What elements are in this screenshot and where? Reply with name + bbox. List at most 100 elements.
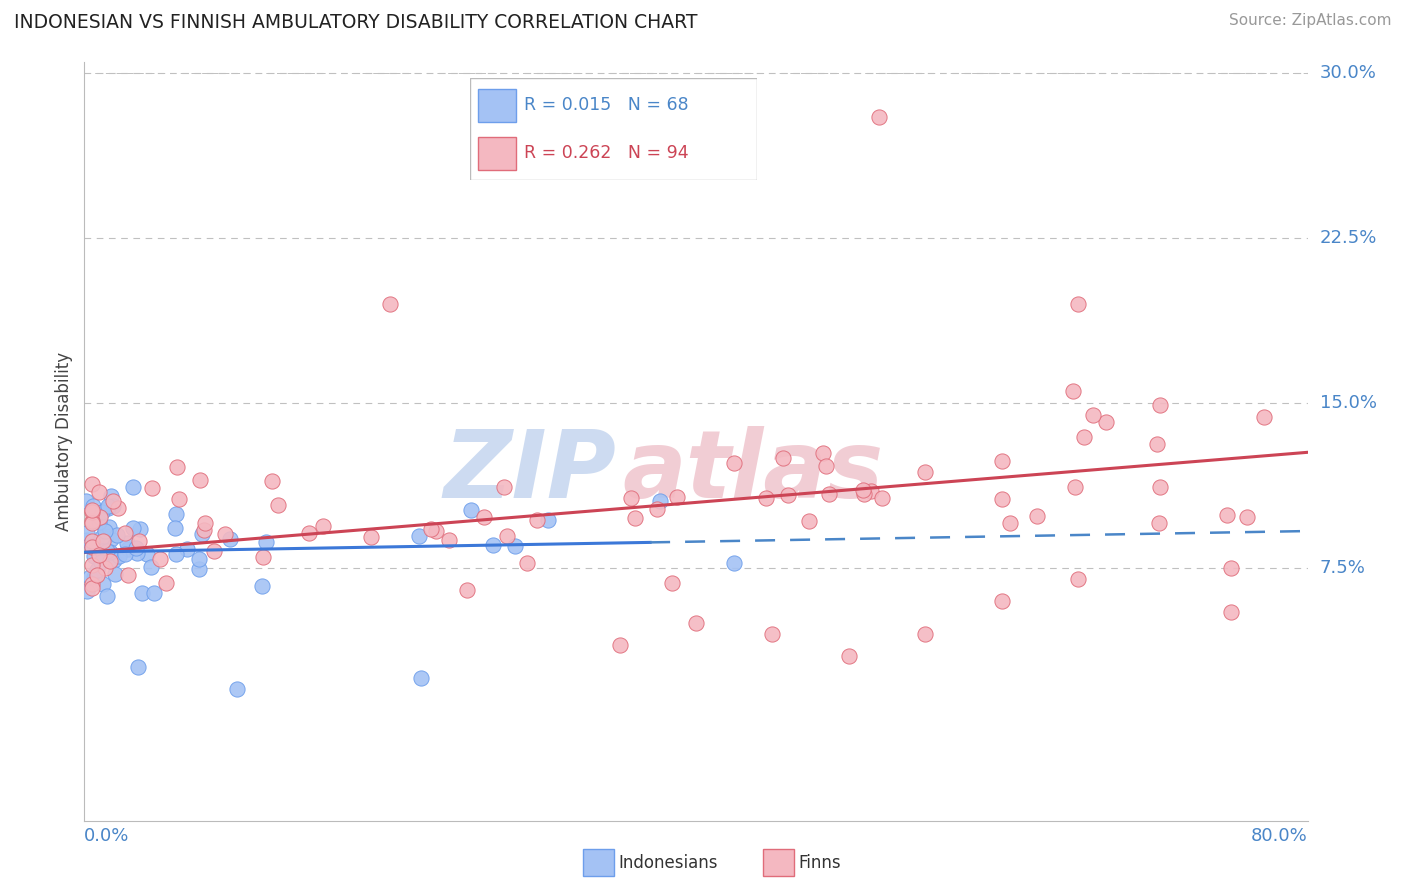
Point xyxy=(1000,516,1022,530)
Point xyxy=(838,648,860,663)
Point xyxy=(76,533,98,547)
Point xyxy=(526,513,548,527)
Point xyxy=(80,505,103,519)
Point xyxy=(108,549,131,563)
Point xyxy=(155,576,177,591)
Point xyxy=(914,465,936,479)
Point xyxy=(267,498,290,512)
Point xyxy=(194,516,217,531)
Point xyxy=(252,578,274,592)
Point xyxy=(103,553,125,567)
Point xyxy=(129,522,152,536)
Point xyxy=(191,527,214,541)
Point xyxy=(380,297,402,311)
Point xyxy=(107,500,129,515)
Point xyxy=(90,544,112,558)
Point xyxy=(127,660,149,674)
Point xyxy=(665,491,688,505)
Point xyxy=(101,500,124,514)
Point xyxy=(84,536,107,550)
Point xyxy=(219,532,242,546)
Point xyxy=(100,533,122,547)
Text: 0.0%: 0.0% xyxy=(84,827,129,846)
Point xyxy=(114,547,136,561)
Point xyxy=(117,568,139,582)
Point xyxy=(188,562,211,576)
Point xyxy=(1067,572,1090,586)
Point xyxy=(87,484,110,499)
Point xyxy=(188,473,211,487)
Point xyxy=(117,542,139,557)
Text: 22.5%: 22.5% xyxy=(1320,229,1378,247)
Point xyxy=(869,111,891,125)
Point xyxy=(96,544,118,558)
Point xyxy=(80,539,103,553)
Point xyxy=(86,563,108,577)
Point xyxy=(79,570,101,584)
Point xyxy=(96,529,118,543)
Text: Source: ZipAtlas.com: Source: ZipAtlas.com xyxy=(1229,13,1392,29)
Text: ZIP: ZIP xyxy=(443,425,616,518)
Point xyxy=(86,567,108,582)
Point xyxy=(260,474,283,488)
Point xyxy=(94,561,117,575)
Point xyxy=(104,566,127,581)
Point xyxy=(105,528,128,542)
Point xyxy=(91,530,114,544)
Point xyxy=(776,488,799,502)
Text: 80.0%: 80.0% xyxy=(1251,827,1308,846)
Point xyxy=(176,541,198,556)
Point xyxy=(1073,430,1095,444)
Point xyxy=(98,519,121,533)
Point xyxy=(80,516,103,531)
Point xyxy=(797,514,820,528)
Point xyxy=(142,586,165,600)
Point xyxy=(87,516,110,530)
Point xyxy=(89,510,111,524)
Point xyxy=(76,525,98,540)
Point xyxy=(472,509,495,524)
Point xyxy=(1083,408,1105,422)
Point xyxy=(75,494,97,508)
Point xyxy=(96,589,118,603)
Point xyxy=(1149,398,1171,412)
Point xyxy=(817,487,839,501)
Point xyxy=(1067,297,1090,311)
Point xyxy=(80,541,103,555)
Point xyxy=(163,521,186,535)
Point xyxy=(93,524,115,539)
Point xyxy=(193,524,215,538)
Text: atlas: atlas xyxy=(623,425,884,518)
Point xyxy=(860,484,883,499)
Point xyxy=(648,494,671,508)
Point xyxy=(82,500,104,514)
Point xyxy=(991,454,1014,468)
Point xyxy=(482,538,505,552)
Text: Indonesians: Indonesians xyxy=(619,854,718,871)
Point xyxy=(761,627,783,641)
Point xyxy=(620,491,643,506)
Point xyxy=(723,557,745,571)
Text: 7.5%: 7.5% xyxy=(1320,559,1365,577)
Point xyxy=(1220,561,1243,575)
Point xyxy=(1095,416,1118,430)
Point xyxy=(202,544,225,558)
Point xyxy=(80,558,103,572)
Point xyxy=(1026,509,1049,524)
Text: Finns: Finns xyxy=(799,854,841,871)
Point xyxy=(83,549,105,563)
Point xyxy=(1062,384,1084,399)
Point xyxy=(114,525,136,540)
Point xyxy=(647,502,669,516)
Point xyxy=(165,508,187,522)
Point xyxy=(496,528,519,542)
Point xyxy=(420,522,443,536)
Point xyxy=(166,460,188,475)
Point xyxy=(98,544,121,558)
Point xyxy=(408,529,430,543)
Point xyxy=(1147,516,1170,530)
Point xyxy=(86,541,108,556)
Point xyxy=(772,451,794,466)
Point xyxy=(914,627,936,641)
Point xyxy=(1146,436,1168,450)
